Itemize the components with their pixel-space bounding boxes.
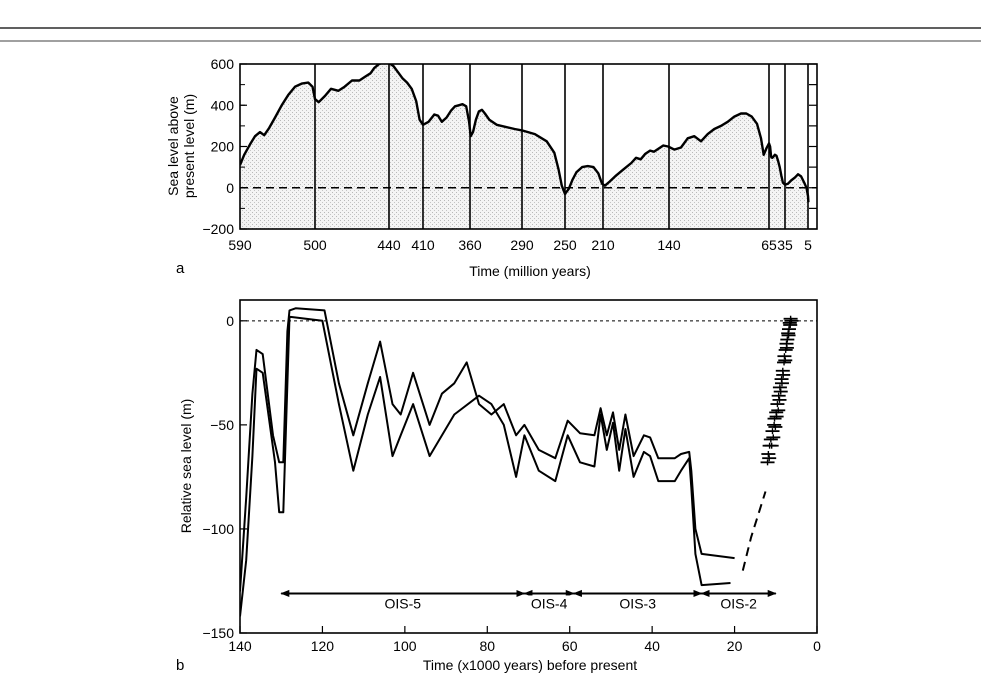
panel-b-letter: b xyxy=(176,657,184,674)
panel-b-dashed-trend xyxy=(741,491,767,571)
panel-b-x-tick-label: 20 xyxy=(727,638,743,654)
panel-b-x-tick-label: 120 xyxy=(311,638,335,654)
panel-b-y-axis-label: Relative sea level (m) xyxy=(178,399,194,534)
panel-a-sea-level-curve xyxy=(240,64,810,203)
panel-b-x-axis: 140 120 100 80 60 40 20 0 xyxy=(228,626,821,654)
panel-b-interval-label: OIS-5 xyxy=(385,595,422,611)
panel-a-x-tick-label: 410 xyxy=(411,237,435,253)
panel-b-y-tick-label: −50 xyxy=(210,417,234,433)
panel-b-interval-label-bg xyxy=(716,595,762,613)
panel-a-y-axis: 600 400 200 0 −200 xyxy=(202,56,817,237)
panel-a-x-tick-label: 35 xyxy=(777,237,793,253)
panel-a-y-tick-label: −200 xyxy=(202,221,234,237)
panel-b-interval-label: OIS-4 xyxy=(531,595,568,611)
panel-a-x-tick-label: 65 xyxy=(761,237,777,253)
panel-a-y-tick-label: 200 xyxy=(211,139,235,155)
panel-b-x-tick-label: 60 xyxy=(562,638,578,654)
panel-b-y-tick-label: 0 xyxy=(226,313,234,329)
panel-b-x-tick-label: 40 xyxy=(644,638,660,654)
panel-b-y-tick-label: −150 xyxy=(202,625,234,641)
panel-a-x-tick-label: 290 xyxy=(510,237,534,253)
panel-b-interval-label-bg xyxy=(380,595,426,613)
panel-b-x-tick-label: 100 xyxy=(393,638,417,654)
panel-a-y-axis-label-line1: Sea level above xyxy=(165,96,181,196)
panel-a-letter: a xyxy=(176,260,185,277)
panel-a-x-tick-label: 250 xyxy=(553,237,577,253)
panel-b-interval-label-bg xyxy=(526,595,572,613)
panel-a-x-tick-label: 210 xyxy=(591,237,615,253)
panel-b-interval-label-bg xyxy=(615,595,661,613)
panel-b-x-tick-label: 140 xyxy=(228,638,252,654)
panel-a-x-tick-label: 500 xyxy=(303,237,327,253)
panel-b-frame xyxy=(239,299,818,634)
panel-a-x-tick-label: 140 xyxy=(657,237,681,253)
panel-b-series-line-2 xyxy=(240,315,731,617)
panel-a-x-tick-label: 440 xyxy=(377,237,401,253)
panel-b-x-axis-label: Time (x1000 years) before present xyxy=(423,657,637,673)
panel-a-x-axis-label: Time (million years) xyxy=(469,263,591,279)
panel-a: 600 400 200 0 −200 590 500 440 410 360 290 250 210 1… xyxy=(165,56,818,279)
panel-a-filled-area xyxy=(240,64,809,229)
panel-b: OIS-5 OIS-4 OIS-3 OIS-2 0 −50 −100 −150 140 120… xyxy=(176,299,821,674)
panel-b-isotope-stages: OIS-5 OIS-4 OIS-3 OIS-2 xyxy=(280,589,777,613)
panel-b-series xyxy=(240,307,735,617)
panel-b-y-axis: 0 −50 −100 −150 xyxy=(202,313,247,641)
panel-a-x-tick-label: 360 xyxy=(458,237,482,253)
panel-a-y-tick-label: 600 xyxy=(211,56,235,72)
panel-a-y-tick-label: 0 xyxy=(226,180,234,196)
panel-b-series-line-1 xyxy=(240,307,735,592)
panel-a-x-tick-label: 5 xyxy=(804,237,812,253)
panel-a-y-tick-label: 400 xyxy=(211,97,235,113)
panel-b-x-tick-label: 0 xyxy=(813,638,821,654)
panel-b-data-points xyxy=(760,315,799,466)
panel-b-interval-label: OIS-2 xyxy=(720,595,757,611)
panel-b-y-tick-label: −100 xyxy=(202,521,234,537)
panel-a-y-axis-label-line2: present level (m) xyxy=(181,94,197,198)
panel-a-x-tick-label: 590 xyxy=(228,237,252,253)
panel-a-x-axis: 590 500 440 410 360 290 250 210 140 65 35 5 xyxy=(228,237,812,253)
panel-b-x-tick-label: 80 xyxy=(479,638,495,654)
panel-b-interval-label: OIS-3 xyxy=(619,595,656,611)
